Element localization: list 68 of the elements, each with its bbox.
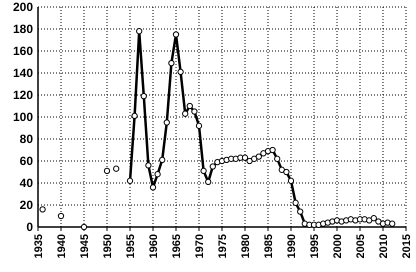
point xyxy=(242,154,248,161)
x-tick-label: 1965 xyxy=(170,234,183,258)
point xyxy=(366,217,372,224)
x-tick-label: 2010 xyxy=(378,234,390,258)
y-tick-label: 140 xyxy=(12,66,34,80)
point xyxy=(113,166,120,172)
point xyxy=(131,112,138,120)
point xyxy=(140,92,147,100)
point xyxy=(389,220,396,227)
y-tick-label: 40 xyxy=(20,176,34,190)
point xyxy=(283,168,290,176)
point xyxy=(246,158,253,164)
point xyxy=(256,153,262,160)
point xyxy=(370,215,377,222)
point xyxy=(177,68,184,76)
point xyxy=(260,150,267,156)
point xyxy=(274,156,280,162)
point xyxy=(168,60,175,66)
y-tick-label: 100 xyxy=(12,110,34,124)
point xyxy=(172,31,180,38)
point xyxy=(104,168,110,174)
point xyxy=(200,168,207,174)
x-tick-label: 2005 xyxy=(354,234,367,258)
point xyxy=(164,119,170,126)
point xyxy=(145,162,152,169)
point xyxy=(375,218,382,225)
y-tick-label: 0 xyxy=(26,220,34,234)
x-tick-label: 1975 xyxy=(216,234,229,258)
x-tick-label: 1945 xyxy=(78,234,91,258)
point xyxy=(205,178,212,186)
y-tick-label: 160 xyxy=(12,44,34,58)
y-tick-label: 80 xyxy=(20,132,34,146)
point xyxy=(126,178,134,184)
point xyxy=(196,122,202,129)
point xyxy=(186,102,193,110)
point xyxy=(297,208,304,215)
x-tick-label: 1960 xyxy=(148,234,160,258)
point xyxy=(39,206,46,213)
point xyxy=(292,200,299,206)
x-tick-label: 1980 xyxy=(240,234,252,258)
point xyxy=(251,156,258,162)
y-tick-label: 120 xyxy=(12,88,34,102)
point xyxy=(269,146,276,154)
x-tick-label: 1970 xyxy=(194,234,206,258)
point xyxy=(159,156,166,164)
point xyxy=(182,110,188,117)
x-tick-label: 1955 xyxy=(124,234,137,258)
point xyxy=(80,224,88,230)
point xyxy=(136,28,142,34)
point xyxy=(210,163,216,170)
point xyxy=(154,171,161,178)
y-tick-label: 20 xyxy=(20,198,34,212)
x-tick-label: 1990 xyxy=(286,234,298,258)
x-tick-label: 2015 xyxy=(400,234,413,258)
x-tick-label: 1995 xyxy=(308,234,321,258)
x-tick-label: 1940 xyxy=(56,234,68,258)
point xyxy=(58,212,64,220)
y-tick-label: 180 xyxy=(12,22,34,36)
point xyxy=(288,178,294,184)
y-tick-label: 60 xyxy=(20,154,34,168)
x-tick-label: 1950 xyxy=(102,234,114,258)
x-tick-label: 2000 xyxy=(332,234,344,258)
point xyxy=(150,184,156,191)
y-tick-label: 200 xyxy=(12,0,34,14)
x-tick-label: 1935 xyxy=(32,234,45,258)
point xyxy=(191,108,198,115)
point xyxy=(278,166,285,173)
x-tick-label: 1985 xyxy=(262,234,275,258)
